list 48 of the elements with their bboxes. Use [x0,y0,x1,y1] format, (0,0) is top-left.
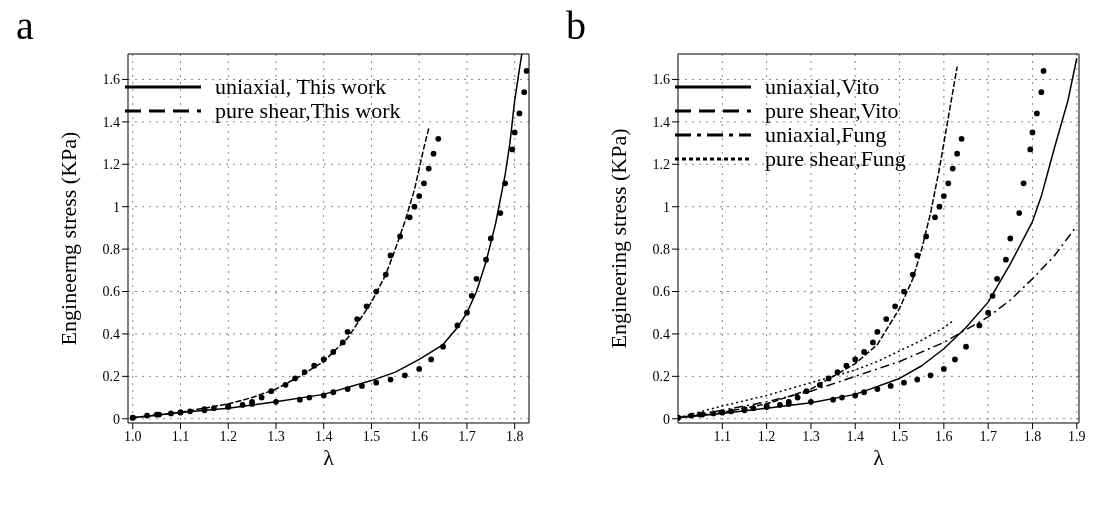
x-axis-title: λ [873,445,885,470]
x-tick-label: 1.8 [505,428,524,444]
y-tick-label: 1.6 [102,72,120,88]
x-tick-label: 1.4 [846,428,864,444]
legend-label: pure shear,Vito [765,98,899,123]
x-tick-label: 1.9 [1068,428,1086,444]
y-tick-label: 0 [113,411,120,427]
y-tick-label: 0 [663,411,670,427]
y-tick-label: 0.4 [652,326,670,342]
y-tick-label: 1.4 [102,114,120,130]
x-tick-label: 1.0 [124,428,142,444]
y-tick-label: 0.6 [652,284,670,300]
legend-label: uniaxial,Fung [765,122,887,147]
y-tick-label: 0.8 [102,242,120,258]
legend-label: pure shear,Fung [765,146,906,171]
legend-label: pure shear,This work [215,98,401,123]
chart-title: a [16,3,34,48]
legend-label: uniaxial,Vito [765,74,880,99]
y-axis-title: Engineerng stress (KPa) [55,131,81,346]
y-axis-title: Engineering stress (KPa) [605,128,631,349]
x-tick-label: 1.7 [458,428,476,444]
y-tick-label: 1.2 [102,157,120,173]
y-tick-label: 0.6 [102,284,120,300]
chart-title: b [566,3,586,48]
y-tick-label: 1 [663,199,670,215]
x-tick-label: 1.3 [267,428,285,444]
x-tick-label: 1.2 [219,428,237,444]
y-tick-label: 0.2 [652,369,670,385]
x-tick-label: 1.6 [935,428,953,444]
x-tick-label: 1.2 [757,428,776,444]
x-tick-label: 1.5 [890,428,909,444]
y-tick-label: 0.8 [652,242,670,258]
x-tick-label: 1.5 [362,428,381,444]
y-tick-label: 1.4 [652,114,670,130]
x-tick-label: 1.1 [713,428,732,444]
y-tick-label: 1.2 [652,157,670,173]
x-tick-label: 1.8 [1023,428,1042,444]
x-tick-label: 1.1 [171,428,190,444]
x-tick-label: 1.4 [314,428,333,444]
x-tick-label: 1.7 [979,428,997,444]
x-tick-label: 1.3 [802,428,820,444]
x-tick-label: 1.6 [410,428,428,444]
y-tick-label: 0.2 [102,369,120,385]
y-tick-label: 1.6 [652,72,670,88]
y-tick-label: 0.4 [102,326,120,342]
legend-label: uniaxial, This work [215,74,387,99]
y-tick-label: 1 [113,199,120,215]
x-axis-title: λ [323,445,335,470]
